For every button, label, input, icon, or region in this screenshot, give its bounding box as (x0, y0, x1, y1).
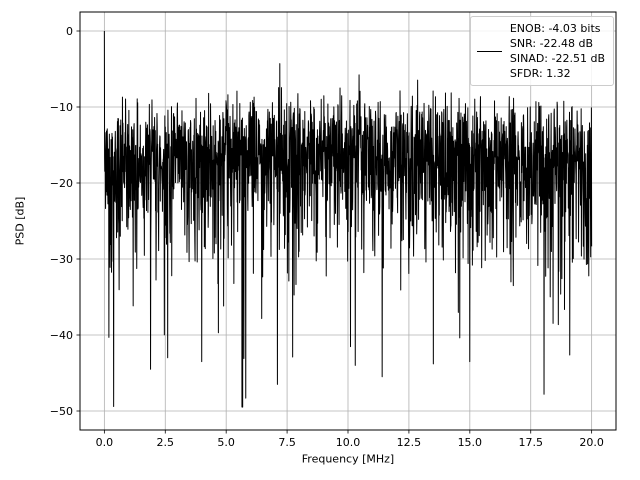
x-tick-label: 2.5 (157, 436, 175, 449)
legend-entry-sfdr: SFDR: 1.32 (509, 67, 571, 80)
x-tick-label: 15.0 (458, 436, 483, 449)
legend-entry-enob: ENOB: -4.03 bits (509, 22, 601, 35)
x-tick-label: 17.5 (518, 436, 543, 449)
x-tick-label: 10.0 (336, 436, 361, 449)
x-tick-label: 5.0 (217, 436, 235, 449)
y-tick-label: −20 (50, 177, 73, 190)
y-tick-label: −30 (50, 253, 73, 266)
y-tick-label: −40 (50, 329, 73, 342)
x-tick-label: 0.0 (96, 436, 114, 449)
x-tick-label: 7.5 (278, 436, 296, 449)
x-tick-label: 12.5 (397, 436, 422, 449)
x-tick-label: 20.0 (579, 436, 604, 449)
legend-entry-snr: SNR: -22.48 dB (509, 37, 594, 50)
legend: ENOB: -4.03 bits SNR: -22.48 dB SINAD: -… (469, 16, 614, 86)
y-axis-label: PSD [dB] (13, 196, 27, 246)
y-tick-label: −10 (50, 101, 73, 114)
legend-entry-sinad: SINAD: -22.51 dB (509, 52, 605, 65)
x-axis-label: Frequency [MHz] (301, 452, 395, 466)
legend-line-sample (476, 50, 502, 52)
legend-entries: ENOB: -4.03 bits SNR: -22.48 dB SINAD: -… (510, 21, 605, 81)
psd-trace (103, 30, 593, 408)
y-tick-label: 0 (66, 25, 73, 38)
y-tick-label: −50 (50, 405, 73, 418)
